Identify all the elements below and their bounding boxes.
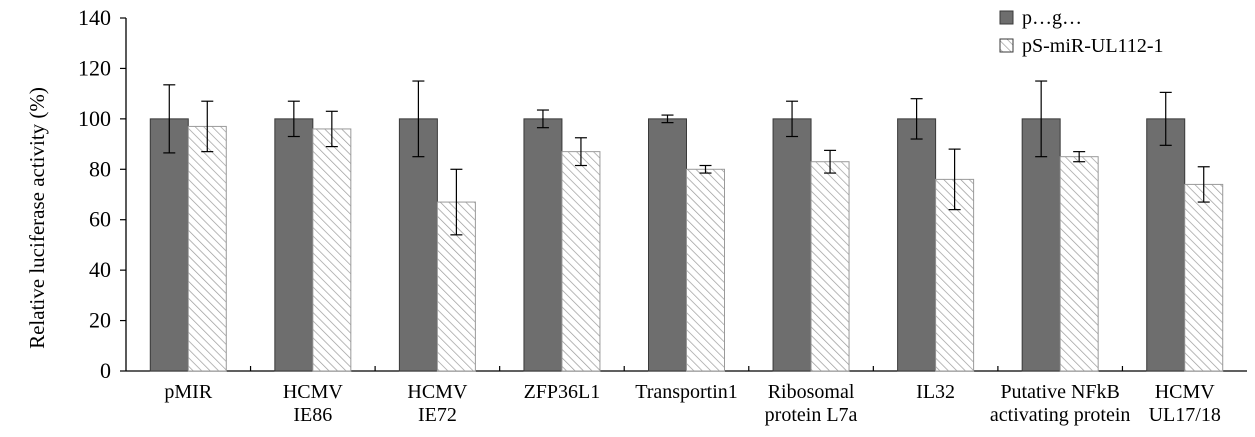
bar-ps-mir-ul112-1-8: [1184, 183, 1224, 372]
category-label: IL32: [916, 381, 955, 403]
legend-swatch: [999, 38, 1014, 53]
bar-ps-mir-ul112-1-3: [561, 151, 601, 372]
error-bar: [910, 98, 923, 140]
error-bar: [661, 114, 674, 124]
y-axis-label: Relative luciferase activity (%): [25, 87, 49, 349]
category-label: Transportin1: [635, 381, 738, 403]
error-bar: [824, 149, 837, 174]
y-tick-label: 40: [89, 257, 111, 282]
bar-ps-mir-ul112-1-4: [686, 168, 725, 372]
bars: [149, 118, 1224, 372]
error-bar: [1197, 166, 1210, 203]
y-tick-label: 100: [78, 106, 111, 131]
error-bar: [786, 100, 799, 138]
error-bar: [450, 168, 463, 236]
category-label: HCMV: [283, 381, 344, 403]
bar-pmir-control-8: [1146, 118, 1186, 372]
bar-pmir-control-5: [772, 118, 812, 372]
category-label: HCMV: [407, 381, 468, 403]
error-bar: [325, 110, 338, 148]
legend-swatch: [999, 10, 1014, 25]
category-label: Putative NFkB: [1000, 381, 1119, 403]
category-label: IE72: [418, 404, 457, 426]
category-label: pMIR: [164, 381, 212, 403]
bar-ps-mir-ul112-1-5: [810, 161, 850, 372]
bar-pmir-control-0: [149, 118, 189, 372]
error-bar: [412, 80, 425, 158]
y-tick-label: 0: [100, 358, 111, 383]
bar-pmir-control-3: [523, 118, 563, 372]
error-bars: [163, 80, 1210, 236]
category-label: protein L7a: [765, 404, 858, 426]
category-label: activating protein: [990, 404, 1131, 426]
category-label: HCMV: [1155, 381, 1216, 403]
error-bar: [287, 100, 300, 138]
bar-ps-mir-ul112-1-7: [1059, 156, 1099, 372]
error-bar: [1159, 91, 1172, 146]
error-bar: [699, 164, 712, 174]
category-label: Ribosomal: [768, 381, 855, 403]
bar-ps-mir-ul112-1-6: [935, 178, 975, 372]
y-tick-label: 80: [89, 156, 111, 181]
bar-pmir-control-1: [274, 118, 314, 372]
category-label: IE86: [293, 404, 332, 426]
error-bar: [1073, 151, 1086, 163]
error-bar: [948, 148, 961, 211]
y-tick-label: 140: [78, 5, 111, 30]
error-bar: [1035, 80, 1048, 158]
legend: p…g… pS-miR-UL112-1: [999, 7, 1163, 57]
error-bar: [536, 109, 549, 129]
bar-pmir-control-4: [648, 118, 687, 372]
y-tick-label: 60: [89, 207, 111, 232]
bar-pmir-control-6: [897, 118, 937, 372]
category-label: UL17/18: [1149, 404, 1221, 426]
bar-ps-mir-ul112-1-0: [187, 125, 227, 372]
y-tick-label: 20: [89, 308, 111, 333]
error-bar: [574, 137, 587, 167]
legend-label: pS-miR-UL112-1: [1022, 35, 1163, 57]
legend-label: p…g…: [1022, 7, 1082, 29]
y-tick-label: 120: [78, 55, 111, 80]
error-bar: [201, 100, 214, 153]
bar-ps-mir-ul112-1-1: [312, 128, 352, 372]
error-bar: [163, 84, 176, 154]
category-label: ZFP36L1: [524, 381, 601, 403]
